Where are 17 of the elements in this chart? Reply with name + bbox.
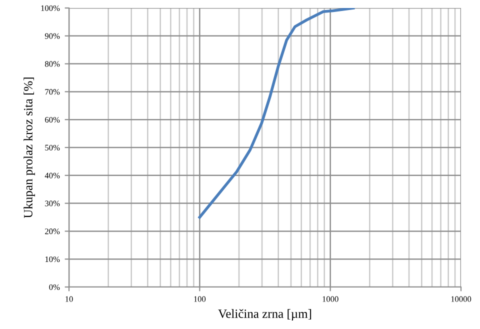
- y-tick-label: 90%: [44, 33, 60, 39]
- x-tick-label: 100: [194, 296, 206, 302]
- y-axis-title: Ukupan prolaz kroz sita [%]: [24, 78, 35, 218]
- x-tick-label: 10: [66, 296, 73, 302]
- y-tick-label: 30%: [45, 200, 60, 206]
- y-tick-label: 60%: [45, 116, 60, 123]
- y-tick-label: 100%: [41, 5, 60, 11]
- y-tick-label: 10%: [45, 256, 60, 262]
- y-tick-label: 0%: [49, 284, 60, 290]
- x-tick-label: 1000: [322, 296, 338, 302]
- y-tick-label: 40%: [44, 172, 60, 178]
- x-tick-label: 10000: [451, 296, 472, 302]
- y-tick-label: 20%: [45, 228, 60, 234]
- y-tick-label: 80%: [45, 61, 60, 67]
- y-tick-label: 70%: [45, 89, 60, 95]
- x-axis-title: Veličina zrna [µm]: [218, 309, 312, 320]
- y-tick-label: 50%: [45, 144, 60, 150]
